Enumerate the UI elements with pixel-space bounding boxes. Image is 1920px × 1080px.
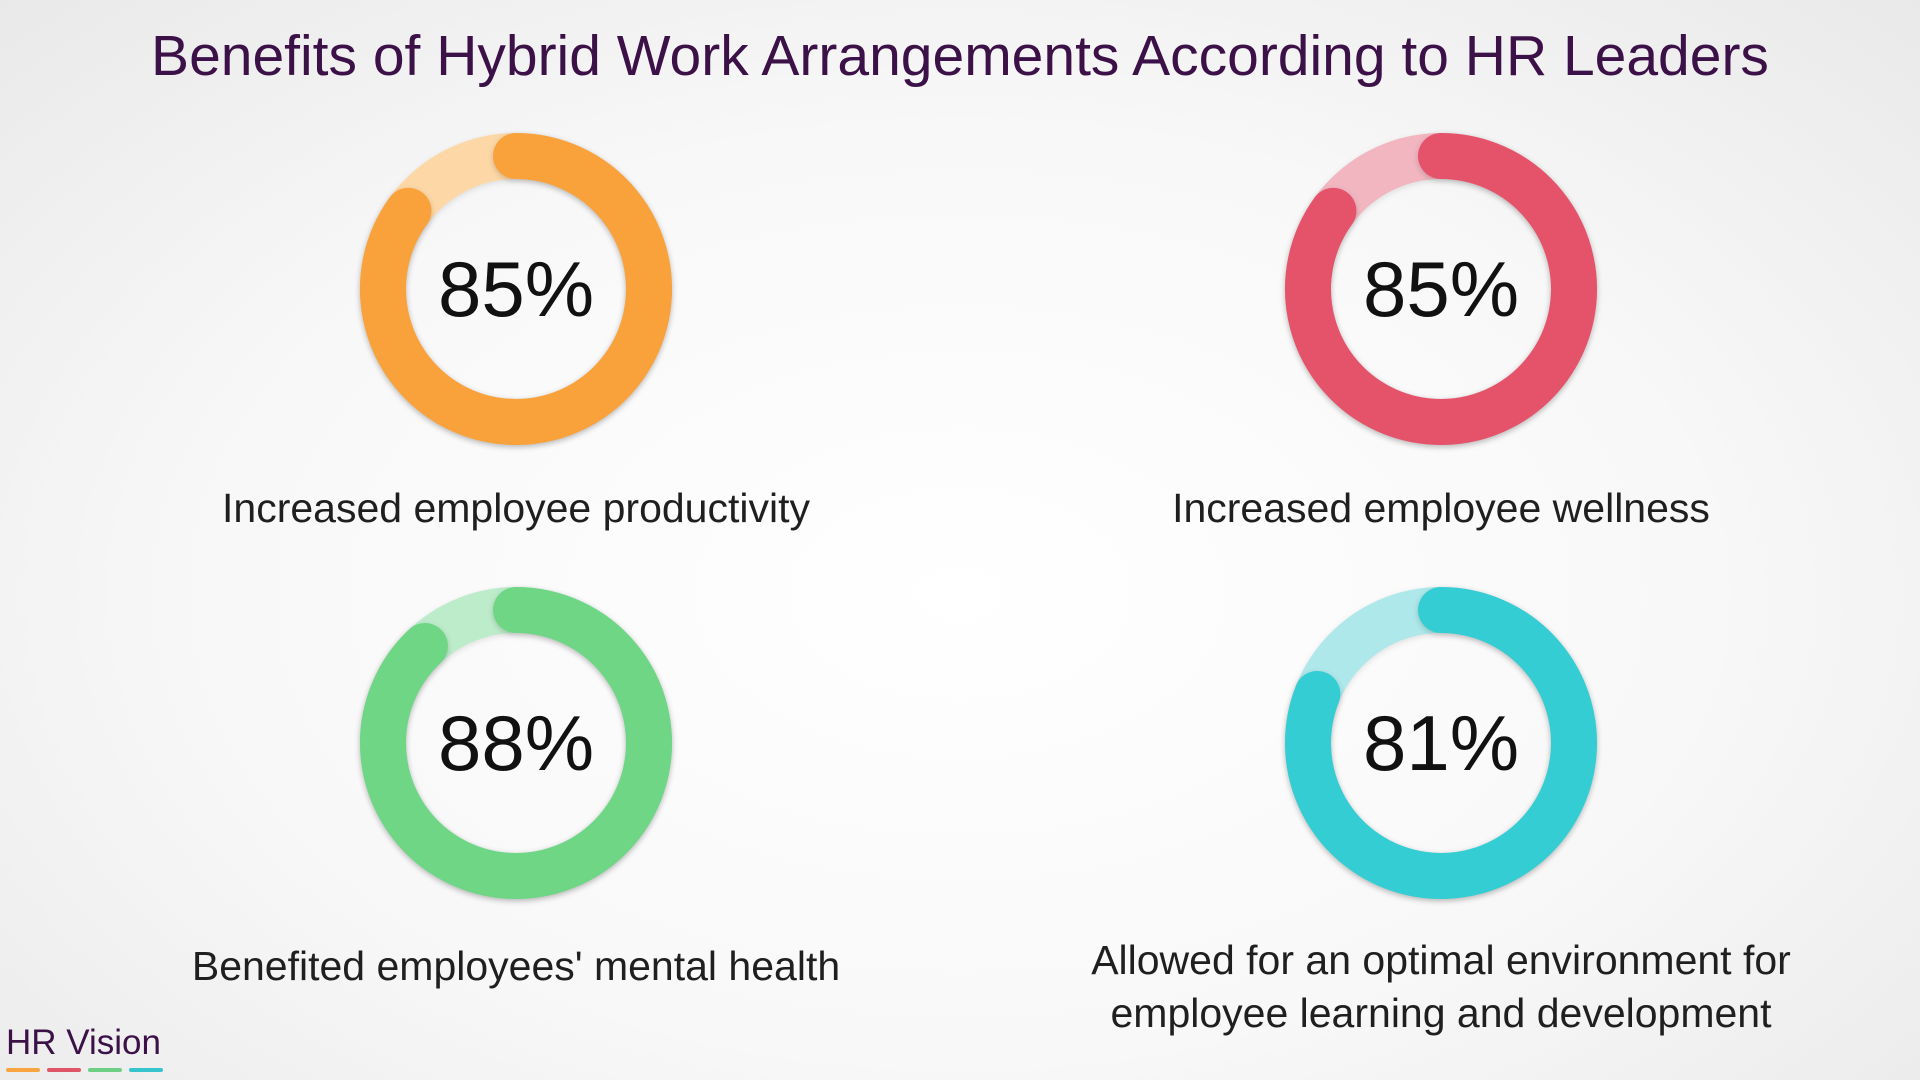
donut-arc-learning [1285,587,1597,899]
donut-arc-wellness [1285,133,1597,445]
donut-value-wellness: 85% [1363,245,1519,333]
donut-value-learning: 81% [1363,699,1519,787]
donut-chart-learning: 81% [1285,587,1597,899]
donut-value-productivity: 85% [438,245,594,333]
donut-chart-mental-health: 88% [360,587,672,899]
stat-panel-wellness: 85% Increased employee wellness [981,128,1901,608]
donut-arc-productivity [360,133,672,445]
chart-title: Benefits of Hybrid Work Arrangements Acc… [151,24,1769,88]
donut-arc-mental-health [360,587,672,899]
stat-label-wellness: Increased employee wellness [1172,485,1710,531]
stat-label-mental-health: Benefited employees' mental health [191,943,841,989]
brand-stripe-1 [6,1068,40,1072]
donut-chart-wellness: 85% [1285,133,1597,445]
brand-stripe-3 [88,1068,122,1072]
brand-logo: HR Vision [6,1023,161,1062]
stat-label-learning: Allowed for an optimal environment for e… [1091,937,1791,1036]
stat-panel-learning: 81% Allowed for an optimal environment f… [981,582,1901,1062]
stat-panel-productivity: 85% Increased employee productivity [56,128,976,608]
donut-value-mental-health: 88% [438,699,594,787]
brand-stripe-2 [47,1068,81,1072]
stat-panel-mental-health: 88% Benefited employees' mental health [56,582,976,1062]
brand-stripe-4 [129,1068,163,1072]
donut-chart-productivity: 85% [360,133,672,445]
stat-label-productivity: Increased employee productivity [222,485,810,531]
